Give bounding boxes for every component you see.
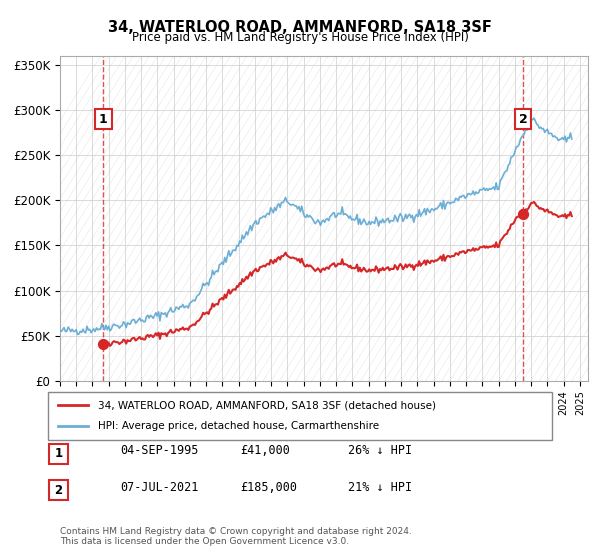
Text: 07-JUL-2021: 07-JUL-2021 [120, 480, 199, 494]
Text: Contains HM Land Registry data © Crown copyright and database right 2024.
This d: Contains HM Land Registry data © Crown c… [60, 526, 412, 546]
Text: 2: 2 [55, 483, 62, 497]
Text: 34, WATERLOO ROAD, AMMANFORD, SA18 3SF (detached house): 34, WATERLOO ROAD, AMMANFORD, SA18 3SF (… [98, 400, 436, 410]
Point [98, 339, 108, 348]
Text: 1: 1 [55, 447, 62, 460]
FancyBboxPatch shape [48, 392, 552, 440]
Text: 21% ↓ HPI: 21% ↓ HPI [348, 480, 412, 494]
Text: £41,000: £41,000 [240, 444, 290, 458]
FancyBboxPatch shape [49, 444, 68, 464]
Text: Price paid vs. HM Land Registry's House Price Index (HPI): Price paid vs. HM Land Registry's House … [131, 31, 469, 44]
Text: 34, WATERLOO ROAD, AMMANFORD, SA18 3SF: 34, WATERLOO ROAD, AMMANFORD, SA18 3SF [108, 20, 492, 35]
Text: £185,000: £185,000 [240, 480, 297, 494]
Text: 04-SEP-1995: 04-SEP-1995 [120, 444, 199, 458]
FancyBboxPatch shape [49, 480, 68, 500]
Text: 26% ↓ HPI: 26% ↓ HPI [348, 444, 412, 458]
Point [518, 209, 528, 218]
Text: 1: 1 [99, 113, 108, 125]
Text: HPI: Average price, detached house, Carmarthenshire: HPI: Average price, detached house, Carm… [98, 421, 380, 431]
Text: 2: 2 [519, 113, 527, 125]
